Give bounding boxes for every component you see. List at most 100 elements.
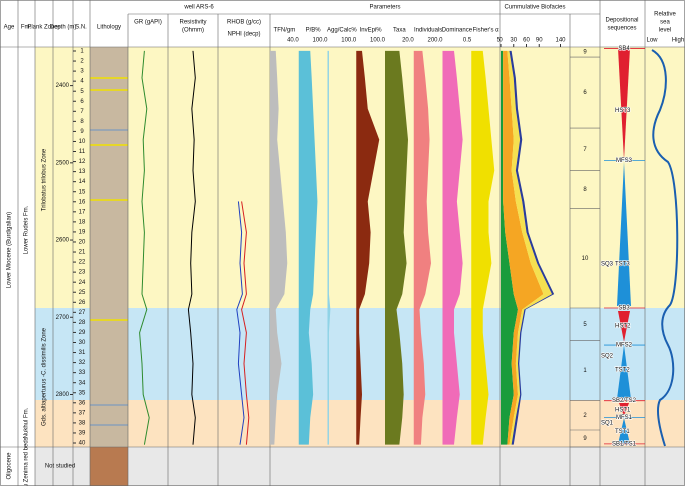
formation-label: Abu Zenima red beds xyxy=(24,437,30,486)
header: Low xyxy=(646,38,658,44)
title: Cummulative Biofacies xyxy=(504,5,565,11)
depth-tick-label: 2700 xyxy=(56,315,70,321)
sequence-label: SB3 xyxy=(618,306,630,312)
log-curve xyxy=(139,50,150,445)
sample-number: 28 xyxy=(79,320,86,326)
biofacies-zone: 6 xyxy=(583,90,587,96)
parameter-area xyxy=(471,50,495,445)
depth-tick-label: 2400 xyxy=(56,83,70,89)
parameter-label: Agg/Calc% xyxy=(327,28,357,34)
log-label: NPHI (decp) xyxy=(227,32,260,38)
sequence-label: SB2/TS2 xyxy=(612,398,637,404)
biofacies-tick: 60 xyxy=(523,38,530,44)
parameter-label: TFN/gm xyxy=(274,28,296,34)
biofacies-area xyxy=(509,50,555,445)
column-header: Depth (m) xyxy=(50,25,77,31)
column-lines xyxy=(17,0,646,486)
sample-number: 15 xyxy=(79,189,86,195)
formation-label: Lower Rudeis Fm. xyxy=(24,205,30,254)
column-header: S.N. xyxy=(75,25,87,31)
parameter-area xyxy=(356,50,380,445)
formation-label: Nukhul Fm. xyxy=(24,407,30,438)
parameter-tick: 20.0 xyxy=(402,38,414,44)
biofacies-area xyxy=(503,50,544,445)
depth-tick-label: 2500 xyxy=(56,160,70,166)
hst-triangle xyxy=(618,311,630,342)
sequence-label: TST1 xyxy=(615,429,630,435)
log-curve xyxy=(187,50,196,445)
sequence-label: MFS1 xyxy=(616,415,633,421)
depth-tick-label: 2600 xyxy=(56,238,70,244)
sample-number: 9 xyxy=(80,129,84,135)
parameter-area xyxy=(413,50,431,445)
sample-number: 39 xyxy=(79,431,86,437)
sample-number: 14 xyxy=(79,179,86,185)
sample-number: 33 xyxy=(79,370,86,376)
parameter-tick: 0.5 xyxy=(463,38,472,44)
parameter-tick: 100.0 xyxy=(312,38,328,44)
parameter-label: P/B% xyxy=(306,28,322,34)
parameter-label: Taxa xyxy=(393,28,406,34)
tst-triangle xyxy=(617,345,631,399)
biofacies-zone: 7 xyxy=(583,147,587,153)
column-header: Fm. xyxy=(21,25,32,31)
parameter-area xyxy=(327,50,331,445)
header: Relative xyxy=(654,12,676,18)
parameter-label: Fisher's α xyxy=(473,28,499,34)
parameter-label: Dominance xyxy=(442,28,473,34)
sample-number: 21 xyxy=(79,250,86,256)
sample-number: 13 xyxy=(79,169,86,175)
sample-number: 10 xyxy=(79,139,86,145)
column-header: Age xyxy=(4,25,15,31)
sample-number: 20 xyxy=(79,240,86,246)
biofacies-zone: 2 xyxy=(583,413,587,419)
sample-number: 32 xyxy=(79,360,86,366)
biofacies-tick: 30 xyxy=(510,38,517,44)
age-label: Oligocene xyxy=(7,452,13,480)
sequence-triangles xyxy=(617,48,631,444)
sea-level-curve xyxy=(651,49,679,447)
column-header: Plank Zones xyxy=(27,25,60,31)
sample-number: 22 xyxy=(79,260,86,266)
parameter-area xyxy=(385,50,408,445)
log-label: GR (gAPI) xyxy=(134,20,162,26)
column-header: Lithology xyxy=(97,25,121,31)
sample-number: 4 xyxy=(80,79,84,85)
sample-number: 27 xyxy=(79,310,86,316)
log-label: (Ohmm) xyxy=(182,28,204,34)
parameter-tick: 100.0 xyxy=(370,38,386,44)
hst-triangle xyxy=(618,48,630,160)
red-beds xyxy=(90,447,128,486)
sequence-label: MFS3 xyxy=(616,158,633,164)
sample-number: 16 xyxy=(79,199,86,205)
parameter-label: InvEpi% xyxy=(360,28,383,34)
log-label: RHOB (g/cc) xyxy=(227,20,261,26)
sample-number: 30 xyxy=(79,340,86,346)
biofacies-zone: 9 xyxy=(583,50,587,56)
title: well ARS-6 xyxy=(183,5,214,11)
sample-number: 19 xyxy=(79,230,86,236)
note: Not studied xyxy=(45,464,75,470)
sample-number: 12 xyxy=(79,159,86,165)
sample-number: 8 xyxy=(80,119,84,125)
log-curve xyxy=(236,201,245,445)
parameter-tick: 40.0 xyxy=(287,38,299,44)
sequence-label: MFS2 xyxy=(616,343,633,349)
sequence-label: TST2 xyxy=(615,367,630,373)
sample-number: 7 xyxy=(80,109,84,115)
header: sequences xyxy=(607,26,636,32)
log-label: Resistivity xyxy=(179,20,206,26)
sample-number: 3 xyxy=(80,69,84,75)
biofacies-tick: 140 xyxy=(555,38,566,44)
header: Depositional xyxy=(605,18,638,24)
sample-number: 18 xyxy=(79,219,86,225)
biofacies-area xyxy=(507,50,552,445)
sequence-label: SB1/TS1 xyxy=(612,441,637,447)
biofacies-tick: 0 xyxy=(499,38,503,44)
parameter-tick: 5 xyxy=(497,38,501,44)
sample-number: 2 xyxy=(80,59,84,65)
header: level xyxy=(659,28,671,34)
log-curve xyxy=(241,201,250,445)
depth-tick-label: 2800 xyxy=(56,392,70,398)
sequence-label: SQ1 xyxy=(601,421,614,427)
